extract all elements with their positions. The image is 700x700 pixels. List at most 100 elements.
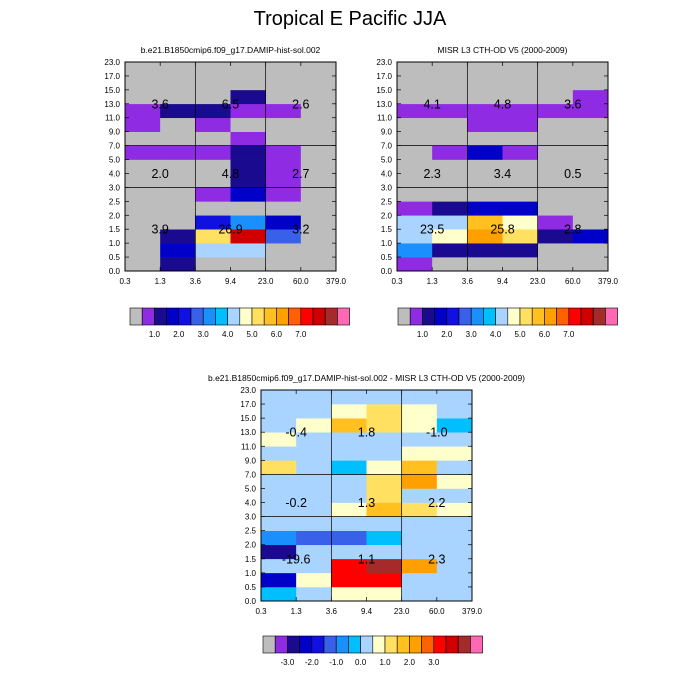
heatmap-cell (230, 201, 266, 216)
heatmap-cell (125, 103, 161, 119)
heatmap-cell (265, 145, 302, 160)
heatmap-cell (401, 502, 438, 517)
heatmap-cell (296, 432, 332, 447)
y-tick-label: 13.0 (104, 100, 120, 109)
heatmap-cell (265, 229, 302, 244)
heatmap-cell (397, 187, 433, 202)
heatmap-cell (125, 215, 161, 230)
heatmap-cell (537, 75, 574, 91)
heatmap-cell (300, 201, 337, 216)
heatmap-cell (397, 243, 433, 258)
heatmap-cell (436, 516, 473, 531)
heatmap-cell (467, 229, 503, 244)
y-tick-label: 11.0 (377, 114, 393, 123)
heatmap-cell (160, 201, 196, 216)
heatmap-cell (261, 586, 297, 602)
heatmap-cell (230, 89, 266, 105)
heatmap-cell (432, 89, 468, 105)
heatmap-cell (572, 243, 609, 258)
heatmap-cell (296, 474, 332, 489)
colorbar-swatch (239, 307, 253, 326)
colorbar-swatch (421, 635, 435, 654)
heatmap-cell (467, 117, 503, 132)
heatmap-cell (366, 558, 402, 574)
colorbar-swatch (335, 635, 349, 654)
heatmap-cell (572, 145, 609, 160)
heatmap-cell (572, 215, 609, 230)
heatmap-cell (432, 243, 468, 258)
heatmap-cell (331, 530, 367, 546)
x-tick-label: 1.3 (291, 607, 303, 616)
heatmap-cell (296, 460, 332, 475)
heatmap-cell (230, 215, 266, 230)
heatmap-cell (125, 201, 161, 216)
heatmap-cell (397, 229, 433, 244)
colorbar-label: 7.0 (563, 330, 575, 339)
heatmap-cell (296, 544, 332, 560)
colorbar-label: 1.0 (149, 330, 161, 339)
colorbar-swatch (227, 307, 241, 326)
heatmap-cell (331, 488, 367, 503)
heatmap-cell (331, 586, 367, 602)
box-value-label: 0.5 (564, 167, 581, 181)
heatmap-cell (432, 75, 468, 91)
heatmap-cell (467, 159, 503, 174)
heatmap-cell (467, 187, 503, 202)
heatmap-cell (296, 530, 332, 546)
heatmap-cell (432, 173, 468, 188)
heatmap-cell (160, 131, 196, 146)
heatmap-cell (436, 418, 473, 433)
colorbar-swatch (154, 307, 167, 326)
heatmap-cell (160, 159, 196, 174)
heatmap-cell (296, 446, 332, 461)
y-tick-label: 9.0 (245, 456, 257, 465)
heatmap-cell (331, 418, 367, 433)
colorbar-swatch (190, 307, 204, 326)
heatmap-cell (300, 173, 337, 188)
heatmap-cell (436, 502, 473, 517)
heatmap-cell (397, 62, 433, 77)
heatmap-cell (467, 62, 503, 77)
colorbar-swatch (129, 307, 143, 326)
y-tick-label: 3.0 (381, 183, 393, 192)
colorbar-swatch (202, 307, 216, 326)
colorbar-swatch (531, 307, 545, 326)
colorbar-label: -1.0 (329, 658, 343, 667)
heatmap-cell (195, 145, 231, 160)
x-tick-label: 3.6 (190, 277, 202, 286)
heatmap-cell (432, 187, 468, 202)
heatmap-cell (467, 89, 503, 105)
y-tick-label: 13.0 (376, 100, 392, 109)
colorbar-swatch (433, 635, 447, 654)
heatmap-cell (467, 243, 503, 258)
heatmap-cell (261, 418, 297, 433)
heatmap-cell (432, 159, 468, 174)
heatmap-cell (265, 173, 302, 188)
box-value-label: 3.4 (494, 167, 511, 181)
colorbar-swatch (592, 307, 606, 326)
heatmap-cell (300, 187, 337, 202)
heatmap-cell (230, 62, 266, 77)
heatmap-cell (436, 404, 473, 419)
colorbar-swatch (251, 307, 265, 326)
colorbar-swatch (337, 307, 350, 326)
x-tick-label: 3.6 (326, 607, 338, 616)
colorbar-label: 2.0 (404, 658, 416, 667)
heatmap-cell (366, 544, 402, 560)
heatmap-cell (265, 89, 302, 105)
heatmap-cell (467, 201, 503, 216)
heatmap-cell (265, 187, 302, 202)
heatmap-cell (195, 62, 231, 77)
heatmap-cell (230, 117, 266, 132)
box-value-label: 6.5 (222, 97, 239, 111)
heatmap-cell (401, 432, 438, 447)
heatmap-cell (537, 257, 574, 272)
box-value-label: 2.3 (423, 167, 440, 181)
heatmap-cell (432, 257, 468, 272)
colorbar-swatch (483, 307, 496, 326)
heatmap-cell (296, 586, 332, 602)
heatmap-cell (432, 201, 468, 216)
colorbar-swatch (409, 307, 423, 326)
heatmap-cell (300, 89, 337, 105)
